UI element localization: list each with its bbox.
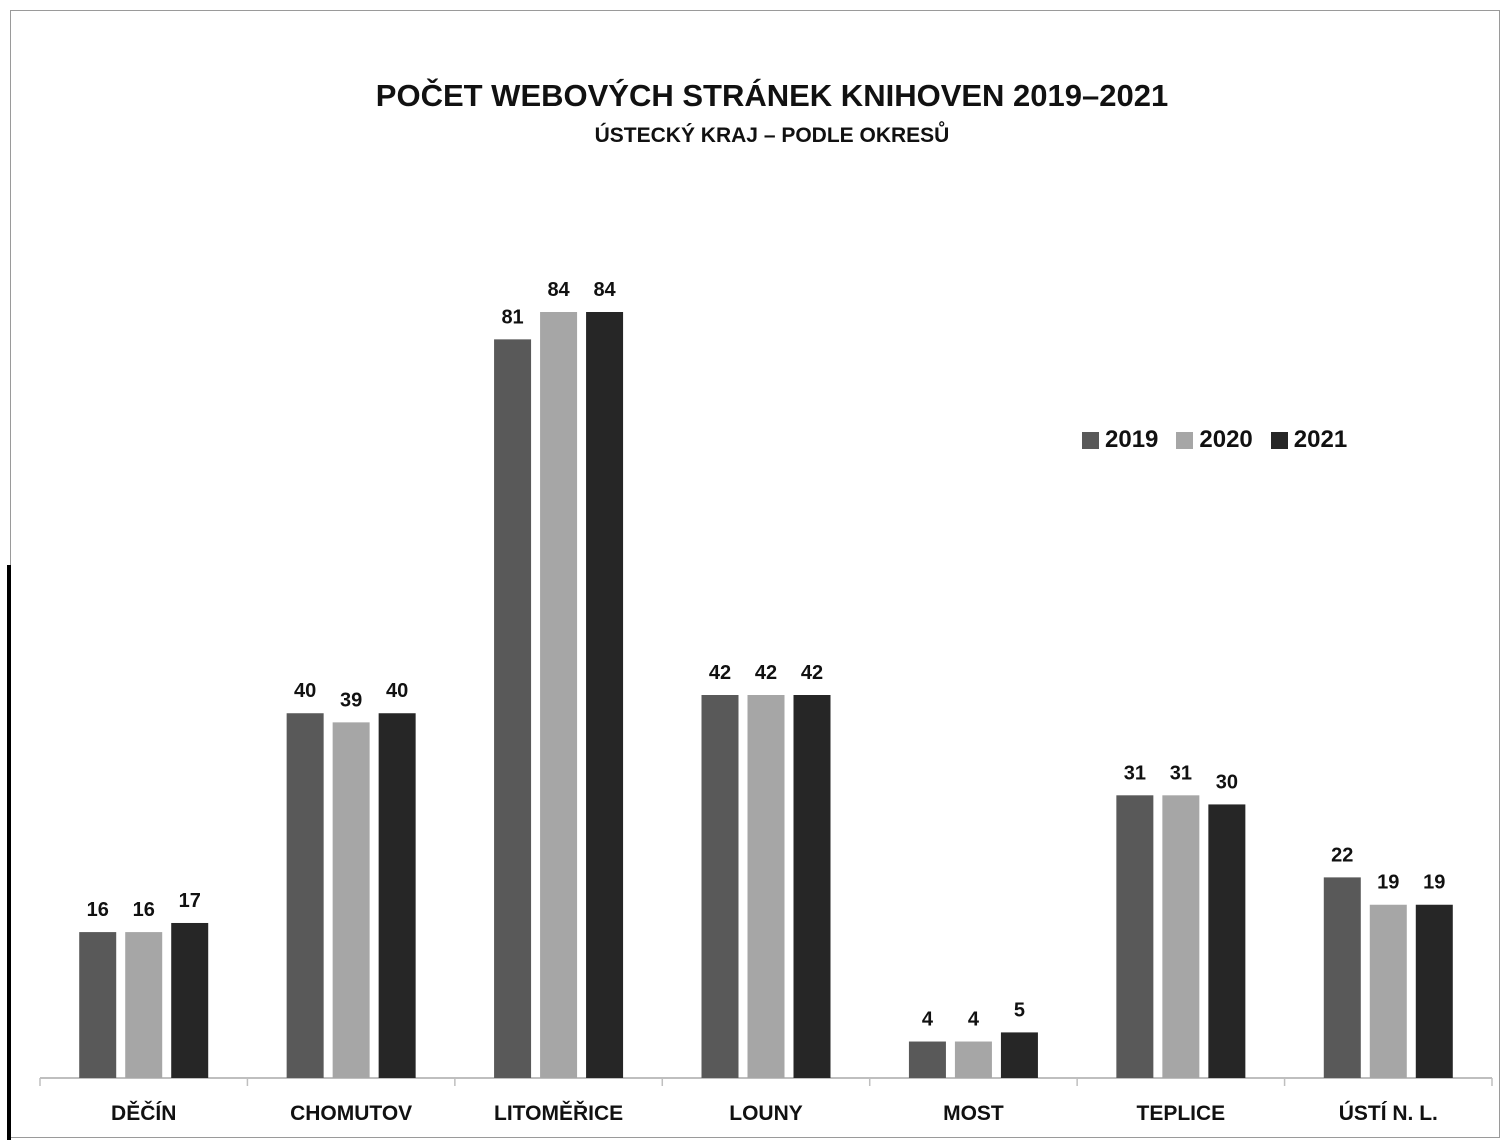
bar-2021 — [793, 695, 831, 1078]
legend-item-2021: 2021 — [1270, 426, 1348, 454]
bar-2021 — [1208, 804, 1246, 1078]
chart-title: POČET WEBOVÝCH STRÁNEK KNIHOVEN 2019–202… — [375, 78, 1169, 113]
legend-swatch-2019 — [1082, 431, 1099, 449]
data-label: 42 — [801, 662, 823, 684]
legend-label-2019: 2019 — [1105, 426, 1159, 453]
data-label: 84 — [547, 279, 570, 301]
data-label: 42 — [709, 662, 731, 684]
bar-2019 — [908, 1041, 946, 1078]
bar-2021 — [586, 312, 624, 1078]
data-label: 19 — [1423, 872, 1445, 894]
x-tick-label: LITOMĚŘICE — [494, 1101, 623, 1125]
bar-2019 — [1116, 795, 1154, 1078]
bar-2021 — [1415, 904, 1453, 1078]
data-label: 31 — [1170, 762, 1192, 784]
legend-label-2021: 2021 — [1293, 426, 1348, 453]
data-label: 19 — [1377, 872, 1399, 894]
chart-subtitle: ÚSTECKÝ KRAJ – PODLE OKRESŮ — [594, 124, 950, 147]
legend-swatch-2020 — [1176, 431, 1194, 449]
data-label: 42 — [755, 662, 777, 684]
data-label: 17 — [179, 890, 201, 912]
legend-item-2019: 2019 — [1082, 426, 1158, 454]
data-label: 31 — [1124, 762, 1146, 784]
bar-2019 — [1323, 877, 1361, 1078]
data-label: 4 — [922, 1009, 934, 1031]
data-label: 81 — [501, 306, 523, 328]
bar-2020 — [1369, 904, 1407, 1078]
data-label: 40 — [294, 680, 316, 702]
bar-2020 — [1162, 795, 1200, 1078]
x-tick-label: ÚSTÍ N. L. — [1339, 1101, 1438, 1125]
bar-2020 — [954, 1041, 992, 1078]
bar-2020 — [747, 695, 785, 1078]
bar-2019 — [701, 695, 739, 1078]
bar-2021 — [171, 922, 209, 1078]
bar-2021 — [1000, 1032, 1038, 1078]
x-tick-label: TEPLICE — [1137, 1102, 1226, 1125]
legend-item-2020: 2020 — [1176, 426, 1253, 454]
legend: 2019 2020 2021 — [1082, 426, 1347, 454]
x-tick-label: CHOMUTOV — [290, 1102, 412, 1125]
bar-2019 — [79, 932, 117, 1078]
x-tick-label: MOST — [943, 1102, 1004, 1125]
data-label: 4 — [968, 1009, 980, 1031]
bar-2019 — [286, 713, 324, 1078]
bar-2021 — [378, 713, 416, 1078]
data-label: 84 — [593, 279, 616, 301]
data-label: 40 — [386, 680, 408, 702]
legend-swatch-2021 — [1270, 431, 1288, 449]
data-label: 30 — [1216, 771, 1238, 793]
data-label: 22 — [1331, 844, 1353, 866]
bar-2020 — [125, 932, 163, 1078]
bar-2019 — [494, 339, 532, 1078]
x-tick-label: LOUNY — [729, 1102, 803, 1125]
data-label: 5 — [1014, 999, 1025, 1021]
data-label: 16 — [87, 899, 109, 921]
legend-label-2020: 2020 — [1199, 426, 1253, 453]
bar-2020 — [540, 312, 578, 1078]
frame-edge — [7, 565, 11, 1140]
data-label: 16 — [133, 899, 155, 921]
x-tick-label: DĚČÍN — [111, 1101, 176, 1125]
data-label: 39 — [340, 689, 362, 711]
bar-2020 — [332, 722, 370, 1078]
